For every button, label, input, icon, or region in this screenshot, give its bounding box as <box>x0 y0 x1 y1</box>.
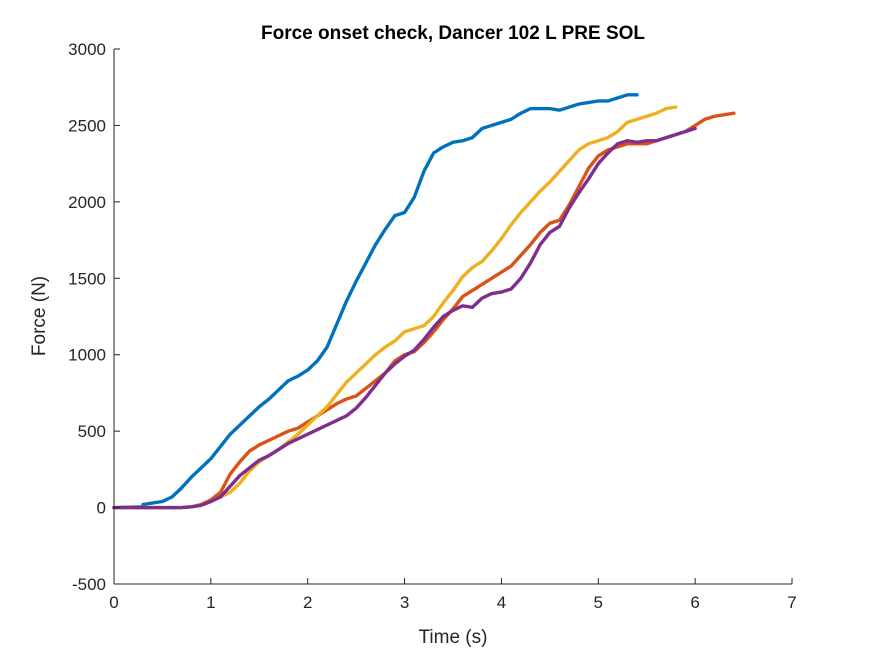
x-tick-label: 2 <box>303 593 312 612</box>
y-tick-label: 500 <box>78 422 106 441</box>
x-tick-label: 0 <box>109 593 118 612</box>
y-tick-label: 2500 <box>68 116 106 135</box>
x-tick-label: 3 <box>400 593 409 612</box>
axes <box>113 49 792 585</box>
y-tick-label: 2000 <box>68 193 106 212</box>
y-tick-label: -500 <box>72 575 106 594</box>
y-tick-label: 0 <box>97 499 106 518</box>
y-tick-label: 3000 <box>68 40 106 59</box>
x-tick-label: 4 <box>497 593 506 612</box>
data-point <box>635 93 639 97</box>
y-tick-label: 1500 <box>68 269 106 288</box>
series-layer <box>112 93 736 510</box>
data-point <box>674 105 678 109</box>
y-ticks: -500 0 500 1000 1500 2000 2500 3000 <box>68 40 120 594</box>
y-axis-label: Force (N) <box>29 276 50 356</box>
data-point <box>732 111 736 115</box>
x-tick-label: 1 <box>206 593 215 612</box>
x-tick-label: 7 <box>787 593 796 612</box>
x-tick-label: 6 <box>690 593 699 612</box>
chart-title: Force onset check, Dancer 102 L PRE SOL <box>261 23 645 44</box>
data-point <box>693 126 697 131</box>
x-axis-label: Time (s) <box>419 627 488 648</box>
y-tick-label: 1000 <box>68 346 106 365</box>
x-ticks: 0 1 2 3 4 5 6 7 <box>109 578 797 612</box>
data-series-4 <box>112 126 697 510</box>
x-tick-label: 5 <box>594 593 603 612</box>
